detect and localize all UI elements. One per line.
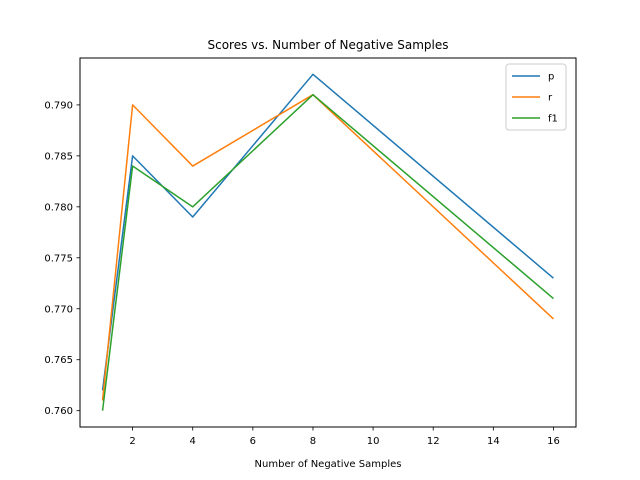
series-line-p bbox=[101, 73, 554, 391]
x-tick-label: 4 bbox=[190, 436, 196, 447]
x-axis-ticks: 2 4 6 8 10 12 14 16 bbox=[129, 427, 560, 447]
x-tick-label: 10 bbox=[367, 436, 380, 447]
x-tick-label: 6 bbox=[250, 436, 256, 447]
x-tick-label: 8 bbox=[310, 436, 316, 447]
x-tick-label: 16 bbox=[547, 436, 560, 447]
x-tick-label: 2 bbox=[129, 436, 135, 447]
plot-frame bbox=[79, 57, 577, 428]
y-tick-label: 0.760 bbox=[44, 406, 73, 417]
y-tick-label: 0.780 bbox=[44, 202, 73, 213]
x-axis-label: Number of Negative Samples bbox=[255, 459, 402, 470]
legend-label-r: r bbox=[548, 93, 553, 104]
y-tick-label: 0.775 bbox=[44, 253, 73, 264]
series-line-r bbox=[101, 93, 554, 401]
y-tick-label: 0.770 bbox=[44, 304, 73, 315]
chart-title: Scores vs. Number of Negative Samples bbox=[208, 38, 449, 52]
y-axis-ticks: 0.760 0.765 0.770 0.775 0.780 0.785 0.790 bbox=[44, 100, 80, 417]
y-tick-label: 0.765 bbox=[44, 355, 73, 366]
legend: pr f1 bbox=[505, 63, 567, 131]
legend-label-f1: f1 bbox=[548, 114, 558, 125]
y-tick-label: 0.790 bbox=[44, 100, 73, 111]
x-tick-label: 14 bbox=[487, 436, 500, 447]
series-line-f1 bbox=[101, 93, 554, 411]
series-lines bbox=[101, 73, 554, 411]
x-tick-label: 12 bbox=[427, 436, 440, 447]
y-tick-label: 0.785 bbox=[44, 151, 73, 162]
legend-label-p: p bbox=[548, 72, 554, 83]
